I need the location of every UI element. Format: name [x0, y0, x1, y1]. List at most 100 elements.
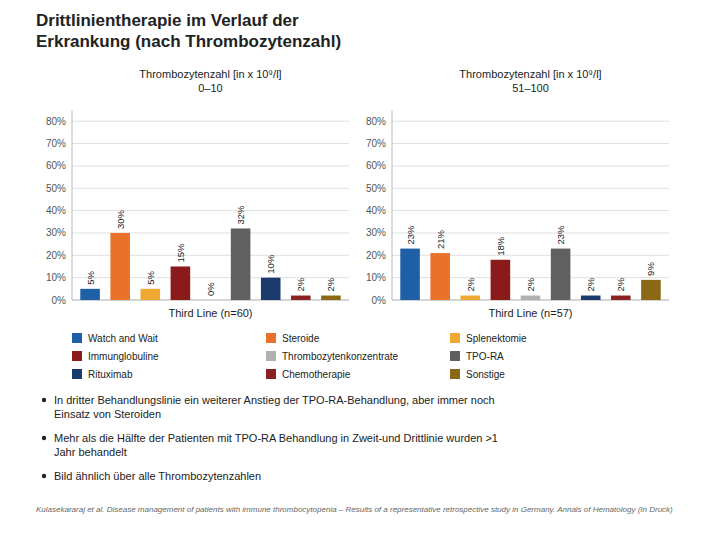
legend-swatch: [266, 369, 276, 379]
grid-line: [392, 143, 669, 144]
bar: [641, 280, 661, 300]
tick-label: 20%: [366, 250, 386, 261]
grid-line: [392, 165, 669, 166]
legend-swatch: [72, 369, 82, 379]
legend-swatch: [450, 333, 460, 343]
tick-label: 30%: [46, 227, 66, 238]
tick-label: 20%: [46, 250, 66, 261]
data-label: 2%: [615, 277, 626, 291]
grid-line: [392, 121, 669, 122]
legend-label: Splenektomie: [466, 333, 527, 344]
tick-label: 0%: [52, 295, 67, 306]
data-label: 2%: [585, 277, 596, 291]
legend-swatch: [72, 351, 82, 361]
data-label: 5%: [85, 271, 96, 285]
grid-line: [392, 232, 669, 233]
bars: [80, 228, 340, 300]
legend-label: Thrombozytenkonzentrate: [282, 351, 399, 362]
grid-line: [72, 188, 349, 189]
tick-label: 50%: [366, 183, 386, 194]
text-line: Erkrankung (nach Thrombozytenzahl): [36, 32, 341, 51]
bar: [551, 249, 571, 300]
legend-label: Watch and Wait: [88, 333, 158, 344]
data-label: 0%: [205, 282, 216, 296]
data-label: 2%: [525, 277, 536, 291]
bar: [261, 278, 281, 300]
data-label: 2%: [325, 277, 336, 291]
data-label: 21%: [435, 229, 446, 249]
x-axis-label: Third Line (n=60): [168, 307, 252, 319]
tick-label: 30%: [366, 227, 386, 238]
tick-label: 70%: [46, 138, 66, 149]
legend: Watch and Wait Steroide Splenektomie Immung…: [72, 333, 527, 380]
chart-page: Drittlinientherapie im Verlauf der Erkran…: [0, 0, 720, 540]
x-axis-label: Third Line (n=57): [488, 307, 572, 319]
text-line: Einsatz von Steroiden: [54, 408, 161, 420]
legend-swatch: [72, 333, 82, 343]
grid-line: [72, 165, 349, 166]
bullet-dot: [42, 474, 46, 478]
text-line: Drittlinientherapie im Verlauf der: [36, 11, 299, 30]
bullet-dot: [42, 436, 46, 440]
bar: [291, 296, 311, 300]
tick-label: 50%: [46, 183, 66, 194]
tick-label: 10%: [366, 272, 386, 283]
data-label: 23%: [555, 225, 566, 245]
grid-line: [392, 188, 669, 189]
tick-label: 60%: [46, 160, 66, 171]
tick-label: 10%: [46, 272, 66, 283]
bullet-text: Bild ähnlich über alle Thrombozytenzahle…: [54, 470, 261, 482]
bar: [140, 289, 160, 300]
legend-label: Immunglobuline: [88, 351, 159, 362]
bar: [110, 233, 130, 300]
text-line: Bild ähnlich über alle Thrombozytenzahle…: [54, 470, 261, 482]
legend-label: TPO-RA: [466, 351, 504, 362]
text-line: In dritter Behandlungslinie ein weiterer…: [54, 394, 495, 406]
bullet-dot: [42, 398, 46, 402]
bar: [171, 266, 191, 300]
text-line: Kulasekararaj et al. Disease management …: [36, 505, 673, 514]
legend-label: Rituximab: [88, 369, 133, 380]
background: [0, 0, 720, 540]
bar: [321, 296, 341, 300]
data-label: 5%: [145, 271, 156, 285]
bar: [611, 296, 631, 300]
subtitle: Thrombozytenzahl [in x 10⁹/l] 51–100: [459, 68, 601, 94]
text-line: Thrombozytenzahl [in x 10⁹/l]: [139, 68, 281, 80]
data-label: 10%: [265, 254, 276, 274]
bar: [581, 296, 601, 300]
bar: [460, 296, 480, 300]
text-line: Thrombozytenzahl [in x 10⁹/l]: [459, 68, 601, 80]
legend-swatch: [266, 333, 276, 343]
data-label: 18%: [495, 236, 506, 256]
tick-label: 40%: [46, 205, 66, 216]
tick-label: 70%: [366, 138, 386, 149]
text-line: Jahr behandelt: [54, 446, 127, 458]
bar: [491, 260, 511, 300]
tick-label: 0%: [372, 295, 387, 306]
grid-line: [392, 210, 669, 211]
y-axis-line: [72, 110, 73, 300]
grid-line: [72, 210, 349, 211]
legend-label: Sonstige: [466, 369, 505, 380]
bar: [430, 253, 450, 300]
data-label: 2%: [295, 277, 306, 291]
legend-label: Steroide: [282, 333, 320, 344]
bar: [201, 300, 221, 301]
panel: Thrombozytenzahl [in x 10⁹/l] 51–100 0% 10%…: [366, 68, 669, 319]
grid-line: [72, 121, 349, 122]
bullet-text: In dritter Behandlungslinie ein weiterer…: [54, 394, 495, 420]
panel: Thrombozytenzahl [in x 10⁹/l] 0–10 0% 10% 20…: [46, 68, 349, 319]
legend-swatch: [450, 369, 460, 379]
text-line: 0–10: [198, 82, 222, 94]
tick-label: 80%: [46, 116, 66, 127]
bar: [521, 296, 541, 300]
grid-line: [72, 143, 349, 144]
bar: [400, 249, 420, 300]
legend-label: Chemotherapie: [282, 369, 351, 380]
y-axis-line: [392, 110, 393, 300]
text-line: 51–100: [512, 82, 549, 94]
data-label: 2%: [465, 277, 476, 291]
subtitle: Thrombozytenzahl [in x 10⁹/l] 0–10: [139, 68, 281, 94]
data-label: 15%: [175, 243, 186, 263]
